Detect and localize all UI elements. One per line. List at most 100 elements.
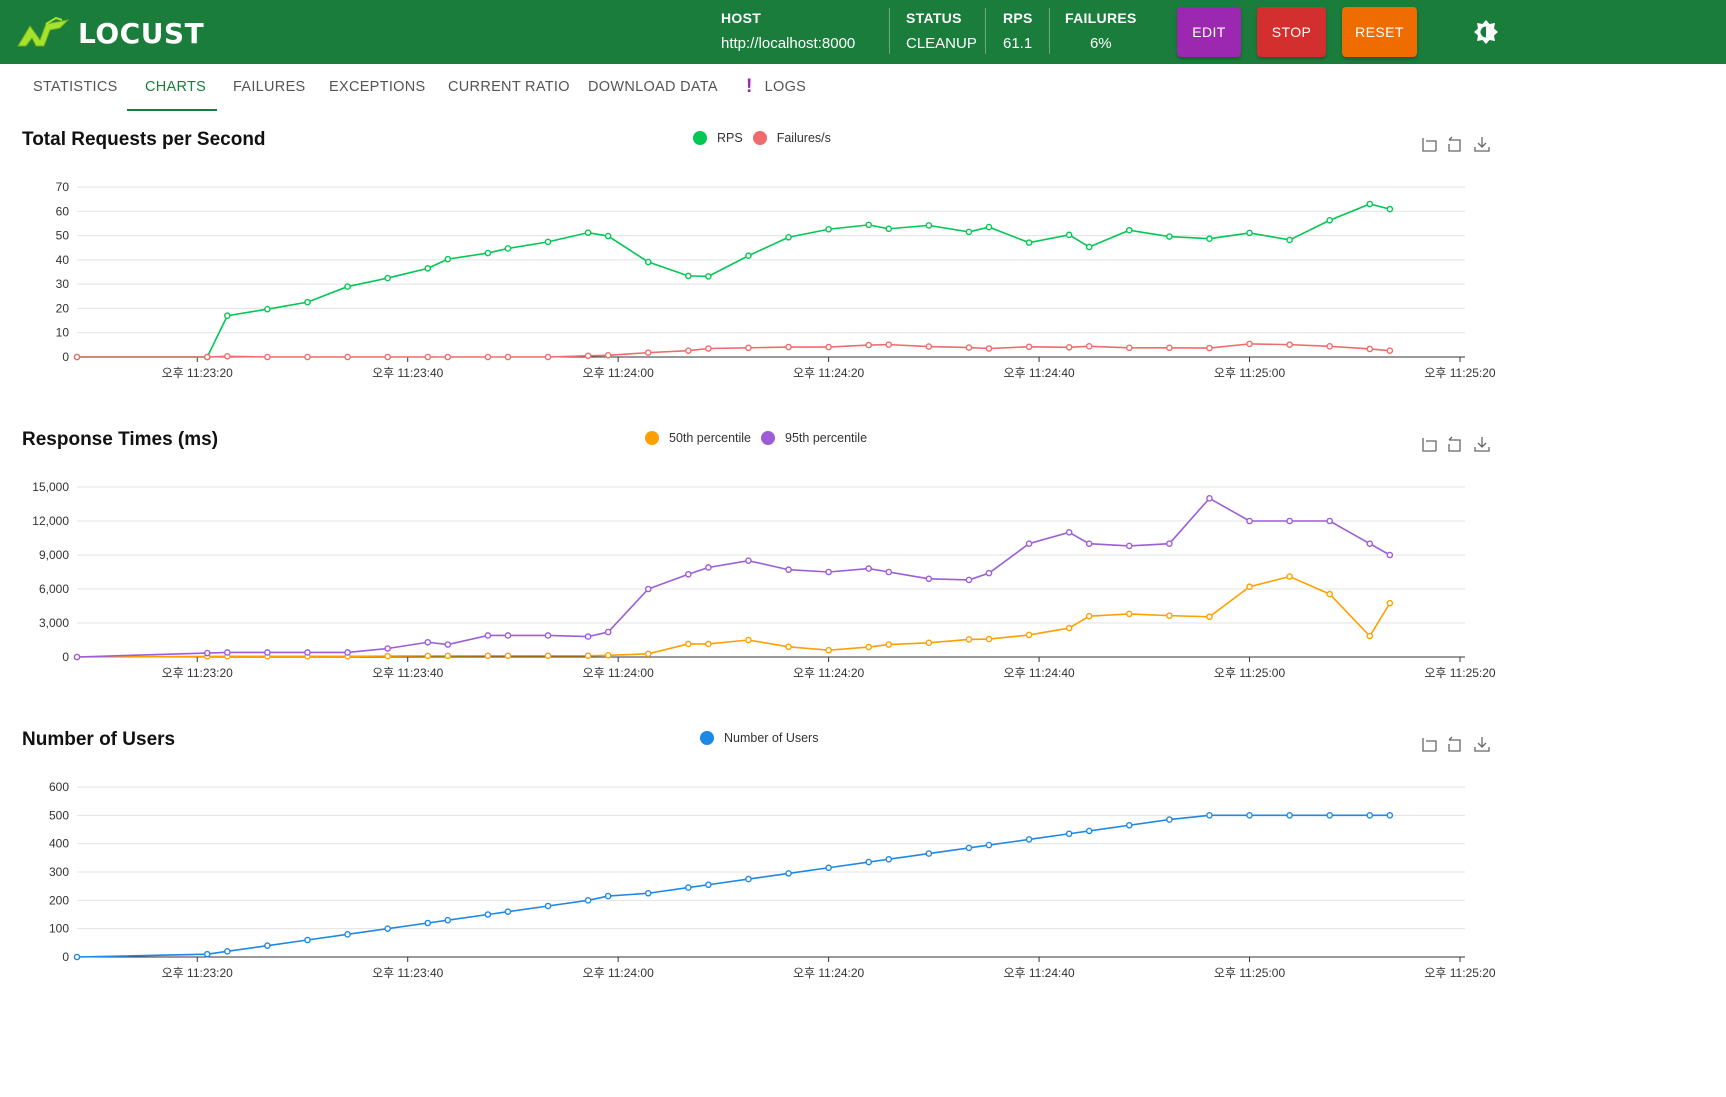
zoom-icon[interactable] [1422, 738, 1437, 752]
data-point[interactable] [203, 353, 211, 361]
data-point[interactable] [785, 870, 792, 877]
data-point[interactable] [504, 632, 512, 639]
data-point[interactable] [544, 632, 552, 639]
tab-logs[interactable]: ! LOGS [746, 77, 806, 96]
stop-button[interactable]: STOP [1257, 7, 1326, 57]
data-point[interactable] [1246, 583, 1253, 591]
data-point[interactable] [685, 272, 692, 280]
data-point[interactable] [965, 228, 973, 236]
data-point[interactable] [1166, 344, 1173, 352]
zoom-icon[interactable] [1422, 138, 1437, 152]
data-point[interactable] [1326, 590, 1334, 598]
data-point[interactable] [885, 568, 893, 576]
data-point[interactable] [745, 252, 752, 260]
data-point[interactable] [685, 347, 692, 354]
data-point[interactable] [264, 942, 271, 949]
reset-button[interactable]: RESET [1342, 7, 1417, 57]
data-point[interactable] [504, 353, 512, 361]
data-point[interactable] [424, 638, 432, 646]
data-point[interactable] [745, 557, 752, 564]
data-point[interactable] [304, 649, 311, 656]
data-point[interactable] [1025, 239, 1033, 246]
data-point[interactable] [224, 352, 231, 360]
data-point[interactable] [1366, 200, 1374, 208]
data-point[interactable] [1065, 343, 1073, 351]
data-point[interactable] [965, 844, 973, 852]
data-point[interactable] [304, 936, 311, 944]
theme-toggle-icon[interactable] [1472, 18, 1500, 46]
data-point[interactable] [1125, 610, 1133, 618]
data-point[interactable] [1085, 243, 1093, 251]
legend-item-p95[interactable]: 95th percentile [761, 431, 867, 445]
data-point[interactable] [825, 343, 832, 351]
zoom-icon[interactable] [1422, 438, 1437, 452]
data-point[interactable] [865, 643, 873, 651]
tab-current-ratio[interactable]: CURRENT RATIO [448, 79, 570, 95]
data-point[interactable] [444, 652, 452, 660]
data-point[interactable] [1166, 816, 1173, 823]
data-point[interactable] [1085, 540, 1093, 547]
data-point[interactable] [1366, 345, 1374, 353]
data-point[interactable] [745, 875, 752, 883]
data-point[interactable] [685, 640, 692, 648]
data-point[interactable] [424, 353, 432, 361]
data-point[interactable] [745, 636, 752, 644]
data-point[interactable] [1326, 517, 1334, 525]
data-point[interactable] [685, 570, 692, 578]
zoom-reset-icon[interactable] [1448, 736, 1461, 752]
data-point[interactable] [424, 919, 432, 927]
data-point[interactable] [344, 353, 351, 361]
data-point[interactable] [785, 233, 792, 241]
data-point[interactable] [604, 892, 612, 900]
data-point[interactable] [1085, 343, 1093, 350]
data-point[interactable] [1246, 340, 1253, 348]
data-point[interactable] [985, 635, 993, 643]
data-point[interactable] [1025, 343, 1033, 351]
data-point[interactable] [484, 911, 492, 918]
data-point[interactable] [1125, 226, 1133, 234]
data-point[interactable] [504, 245, 512, 252]
data-point[interactable] [1286, 236, 1293, 244]
data-point[interactable] [384, 645, 391, 652]
data-point[interactable] [885, 641, 893, 648]
data-point[interactable] [1246, 517, 1253, 525]
data-point[interactable] [484, 632, 492, 639]
data-point[interactable] [73, 653, 81, 661]
data-point[interactable] [584, 897, 592, 904]
data-point[interactable] [384, 274, 391, 282]
data-point[interactable] [224, 948, 231, 955]
data-point[interactable] [644, 585, 652, 593]
data-point[interactable] [1366, 812, 1374, 819]
data-point[interactable] [504, 652, 512, 660]
data-point[interactable] [1206, 812, 1213, 819]
data-point[interactable] [1025, 631, 1033, 639]
data-point[interactable] [203, 950, 211, 958]
data-point[interactable] [1286, 812, 1293, 819]
tab-exceptions[interactable]: EXCEPTIONS [329, 79, 426, 95]
data-point[interactable] [965, 344, 973, 351]
tab-download-data[interactable]: DOWNLOAD DATA [588, 79, 718, 95]
download-icon[interactable] [1474, 437, 1490, 452]
data-point[interactable] [1326, 812, 1334, 819]
data-point[interactable] [344, 931, 351, 938]
data-point[interactable] [1085, 827, 1093, 835]
data-point[interactable] [785, 643, 792, 651]
legend-item-failures[interactable]: Failures/s [752, 131, 831, 145]
data-point[interactable] [1286, 517, 1293, 525]
data-point[interactable] [1206, 235, 1213, 243]
data-point[interactable] [745, 344, 752, 352]
data-point[interactable] [484, 652, 492, 660]
data-point[interactable] [1166, 233, 1173, 240]
tab-charts[interactable]: CHARTS [145, 79, 207, 95]
data-point[interactable] [544, 652, 552, 660]
download-icon[interactable] [1474, 137, 1490, 152]
data-point[interactable] [644, 650, 652, 658]
tab-failures[interactable]: FAILURES [233, 79, 306, 95]
data-point[interactable] [384, 925, 391, 932]
data-point[interactable] [224, 649, 231, 656]
data-point[interactable] [1125, 821, 1133, 829]
data-point[interactable] [785, 566, 792, 574]
data-point[interactable] [644, 258, 652, 266]
data-point[interactable] [384, 353, 391, 361]
data-point[interactable] [424, 652, 432, 660]
